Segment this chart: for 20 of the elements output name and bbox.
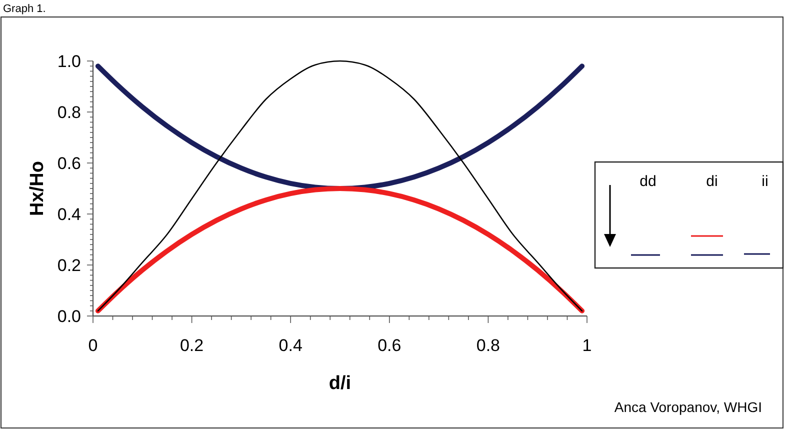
x-tick-label: 0.2 xyxy=(180,336,204,355)
x-axis-title: d/i xyxy=(328,373,352,394)
x-tick-label: 0.4 xyxy=(278,336,302,355)
y-tick-label: 0.2 xyxy=(57,256,81,275)
text: dd xyxy=(640,173,656,190)
line-series xyxy=(97,60,583,312)
text: Anca Voropanov, WHGI xyxy=(614,399,762,415)
x-tick-label: 0.8 xyxy=(476,336,500,355)
x-tick-label: 0.6 xyxy=(378,336,402,355)
text: ii xyxy=(762,173,768,190)
chart-title: Graph 1. xyxy=(3,3,46,15)
y-tick-label: 0.0 xyxy=(57,306,81,326)
text: di xyxy=(706,173,718,190)
y-axis-title: Hx/Ho xyxy=(27,161,48,216)
y-tick-label: 0.6 xyxy=(57,154,81,173)
x-tick-label: 0 xyxy=(88,336,98,355)
x-tick-label: 1 xyxy=(582,336,592,355)
y-tick-label: 0.8 xyxy=(57,102,81,122)
y-tick-label: 1.0 xyxy=(57,52,81,71)
y-tick-label: 0.4 xyxy=(57,204,81,224)
